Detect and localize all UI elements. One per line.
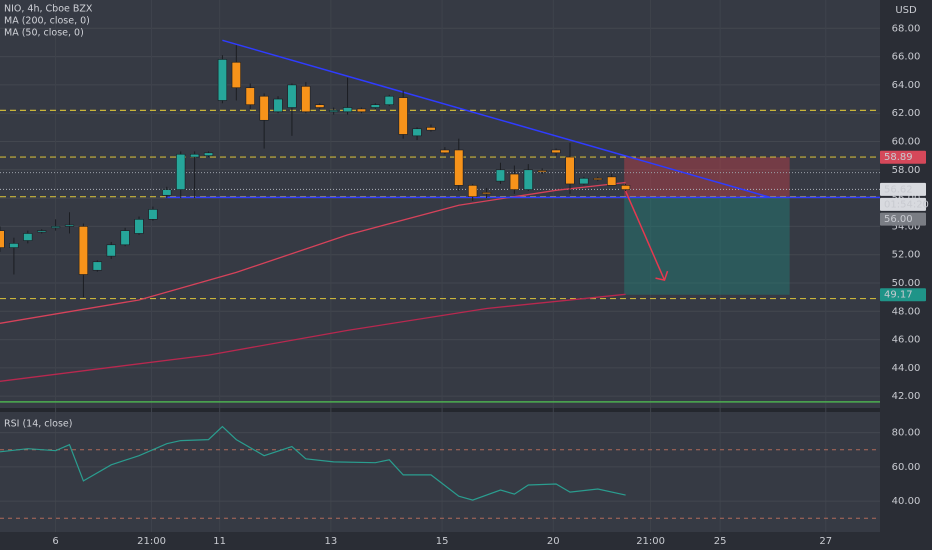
stop-label: 58.89 xyxy=(884,152,913,163)
candle-body xyxy=(176,153,186,190)
candle-body xyxy=(342,107,353,113)
y-tick-label: 46.00 xyxy=(892,335,921,346)
y-tick-label: 58.00 xyxy=(892,165,921,176)
y-tick-label: 48.00 xyxy=(892,306,921,317)
y-tick-label: 64.00 xyxy=(892,80,921,91)
x-tick-label: 11 xyxy=(213,536,226,547)
candle-body xyxy=(190,153,200,158)
candle-body xyxy=(551,149,561,154)
candle-body xyxy=(370,104,380,108)
last-price-label: 56.62 xyxy=(884,184,913,195)
y-tick-label: 68.00 xyxy=(892,23,921,34)
candle-body xyxy=(620,185,631,190)
entry-label: 56.00 xyxy=(884,214,913,225)
target-zone xyxy=(624,198,790,295)
x-tick-label: 25 xyxy=(714,536,727,547)
candle-body xyxy=(356,108,367,113)
currency: USD xyxy=(895,5,917,16)
candle-body xyxy=(9,243,19,248)
candle-body xyxy=(454,149,464,186)
candle-body xyxy=(64,224,75,227)
candle-body xyxy=(329,110,339,113)
plot-background xyxy=(0,0,880,550)
y-tick-label: 60.00 xyxy=(892,136,921,147)
countdown-label-box xyxy=(880,197,926,211)
candle-body xyxy=(245,87,255,106)
x-tick-label: 27 xyxy=(819,536,832,547)
candle-body xyxy=(120,230,130,246)
y-tick-label: 66.00 xyxy=(892,52,921,63)
moving-average xyxy=(0,293,626,382)
x-tick-label: 20 xyxy=(547,536,560,547)
candle-body xyxy=(37,230,47,233)
legend-entry: MA (200, close, 0) xyxy=(4,15,90,26)
y-tick-label: 62.00 xyxy=(892,108,921,119)
target-label-box xyxy=(880,288,926,302)
stop-label-box xyxy=(880,150,926,164)
x-tick-label: 15 xyxy=(436,536,449,547)
y-tick-label: 42.00 xyxy=(892,391,921,402)
candle-body xyxy=(217,59,228,101)
y-tick-label: 44.00 xyxy=(892,363,921,374)
candle-body xyxy=(273,98,283,113)
candle-body xyxy=(398,97,408,135)
layer xyxy=(0,27,880,519)
legend-entry: MA (50, close, 0) xyxy=(4,27,84,38)
x-tick-label: 21:00 xyxy=(636,536,665,547)
candle-body xyxy=(315,104,325,108)
candle-body xyxy=(509,173,519,190)
candle-body xyxy=(287,84,297,108)
candle-body xyxy=(537,170,547,173)
candle-body xyxy=(412,128,422,137)
candle-body xyxy=(495,169,506,182)
y-tick-label: 60.00 xyxy=(892,462,921,473)
candle-body xyxy=(92,261,102,271)
candle-body xyxy=(384,95,394,106)
candle-body xyxy=(426,127,436,131)
moving-average xyxy=(0,181,626,324)
candle-body xyxy=(565,156,575,185)
candle-body xyxy=(23,233,33,241)
rsi-title: RSI (14, close) xyxy=(4,418,72,429)
candle-body xyxy=(134,219,144,234)
y-tick-label: 54.00 xyxy=(892,221,921,232)
candle-body xyxy=(203,152,214,156)
countdown-label: 01:54:20 xyxy=(884,199,929,210)
x-tick-label: 6 xyxy=(52,536,58,547)
price-axis-background xyxy=(880,0,932,550)
trend-line xyxy=(222,39,771,199)
candle-body xyxy=(593,177,603,180)
x-tick-label: 13 xyxy=(325,536,338,547)
y-tick-label: 50.00 xyxy=(892,278,921,289)
candle-body xyxy=(523,169,533,190)
candle-body xyxy=(579,177,589,185)
y-tick-label: 40.00 xyxy=(892,496,921,507)
candle-body xyxy=(0,230,5,248)
candle-body xyxy=(50,226,61,229)
candle-body xyxy=(440,149,450,154)
arrow xyxy=(624,190,666,281)
time-axis-background xyxy=(0,532,880,550)
candle-body xyxy=(231,61,241,89)
candle-body xyxy=(259,95,269,121)
candle-body xyxy=(78,226,89,275)
y-tick-label: 52.00 xyxy=(892,250,921,261)
candle-body xyxy=(148,209,158,220)
chart-title: NIO, 4h, Cboe BZX xyxy=(4,3,93,14)
last-price-label-box xyxy=(880,182,926,196)
entry-label-box xyxy=(880,212,926,226)
rsi-line xyxy=(0,425,626,501)
candle-body xyxy=(481,192,492,195)
x-tick-label: 21:00 xyxy=(137,536,166,547)
candle-body xyxy=(468,185,478,197)
candle-body xyxy=(301,86,311,113)
y-tick-label: 80.00 xyxy=(892,428,921,439)
target-label: 49.17 xyxy=(884,290,913,301)
candle-body xyxy=(106,244,116,257)
pane-separator xyxy=(0,408,880,412)
candle-body xyxy=(607,176,617,186)
arrow-head xyxy=(655,270,669,282)
candle-body xyxy=(162,189,172,196)
